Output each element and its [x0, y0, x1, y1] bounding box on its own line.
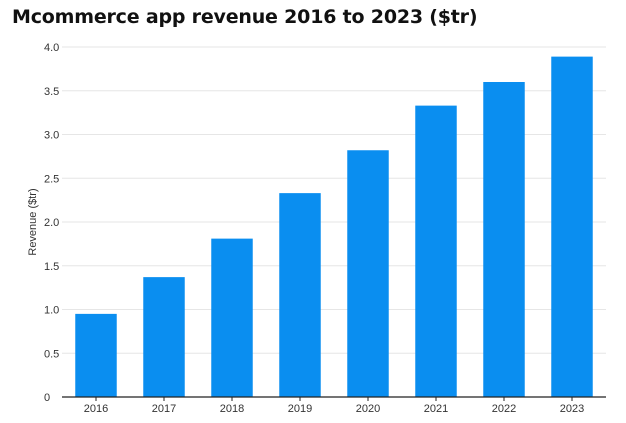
- x-tick-label: 2019: [288, 403, 312, 415]
- bar-2022: [483, 82, 525, 397]
- bar-2017: [143, 277, 185, 397]
- y-tick-label: 3.5: [44, 86, 59, 98]
- axes: 0 0.5 1.0 1.5 2.0 2.5 3.0 3.5 4.0 2016 2017 2018 201…: [44, 42, 606, 415]
- y-tick-label: 2.0: [44, 217, 59, 229]
- x-tick-label: 2017: [152, 403, 176, 415]
- chart-title: Mcommerce app revenue 2016 to 2023 ($tr): [12, 6, 478, 28]
- bar-2019: [279, 193, 321, 397]
- bar-2023: [551, 56, 593, 397]
- y-tick-label: 1.5: [44, 261, 59, 273]
- y-tick-label: 0: [44, 392, 50, 404]
- bar-2018: [211, 238, 253, 397]
- bar-2016: [75, 313, 117, 397]
- y-axis-title: Revenue ($tr): [27, 188, 39, 255]
- x-tick-label: 2020: [356, 403, 380, 415]
- y-tick-label: 3.0: [44, 130, 59, 142]
- x-tick-label: 2021: [424, 403, 448, 415]
- x-tick-label: 2022: [492, 403, 516, 415]
- y-tick-label: 2.5: [44, 173, 59, 185]
- x-tick-label: 2023: [560, 403, 584, 415]
- y-tick-label: 4.0: [44, 42, 59, 54]
- bar-2021: [415, 105, 457, 397]
- bar-2020: [347, 150, 389, 397]
- x-tick-label: 2018: [220, 403, 244, 415]
- bars: [75, 56, 593, 397]
- y-tick-label: 1.0: [44, 305, 59, 317]
- y-tick-label: 0.5: [44, 348, 59, 360]
- x-tick-label: 2016: [84, 403, 108, 415]
